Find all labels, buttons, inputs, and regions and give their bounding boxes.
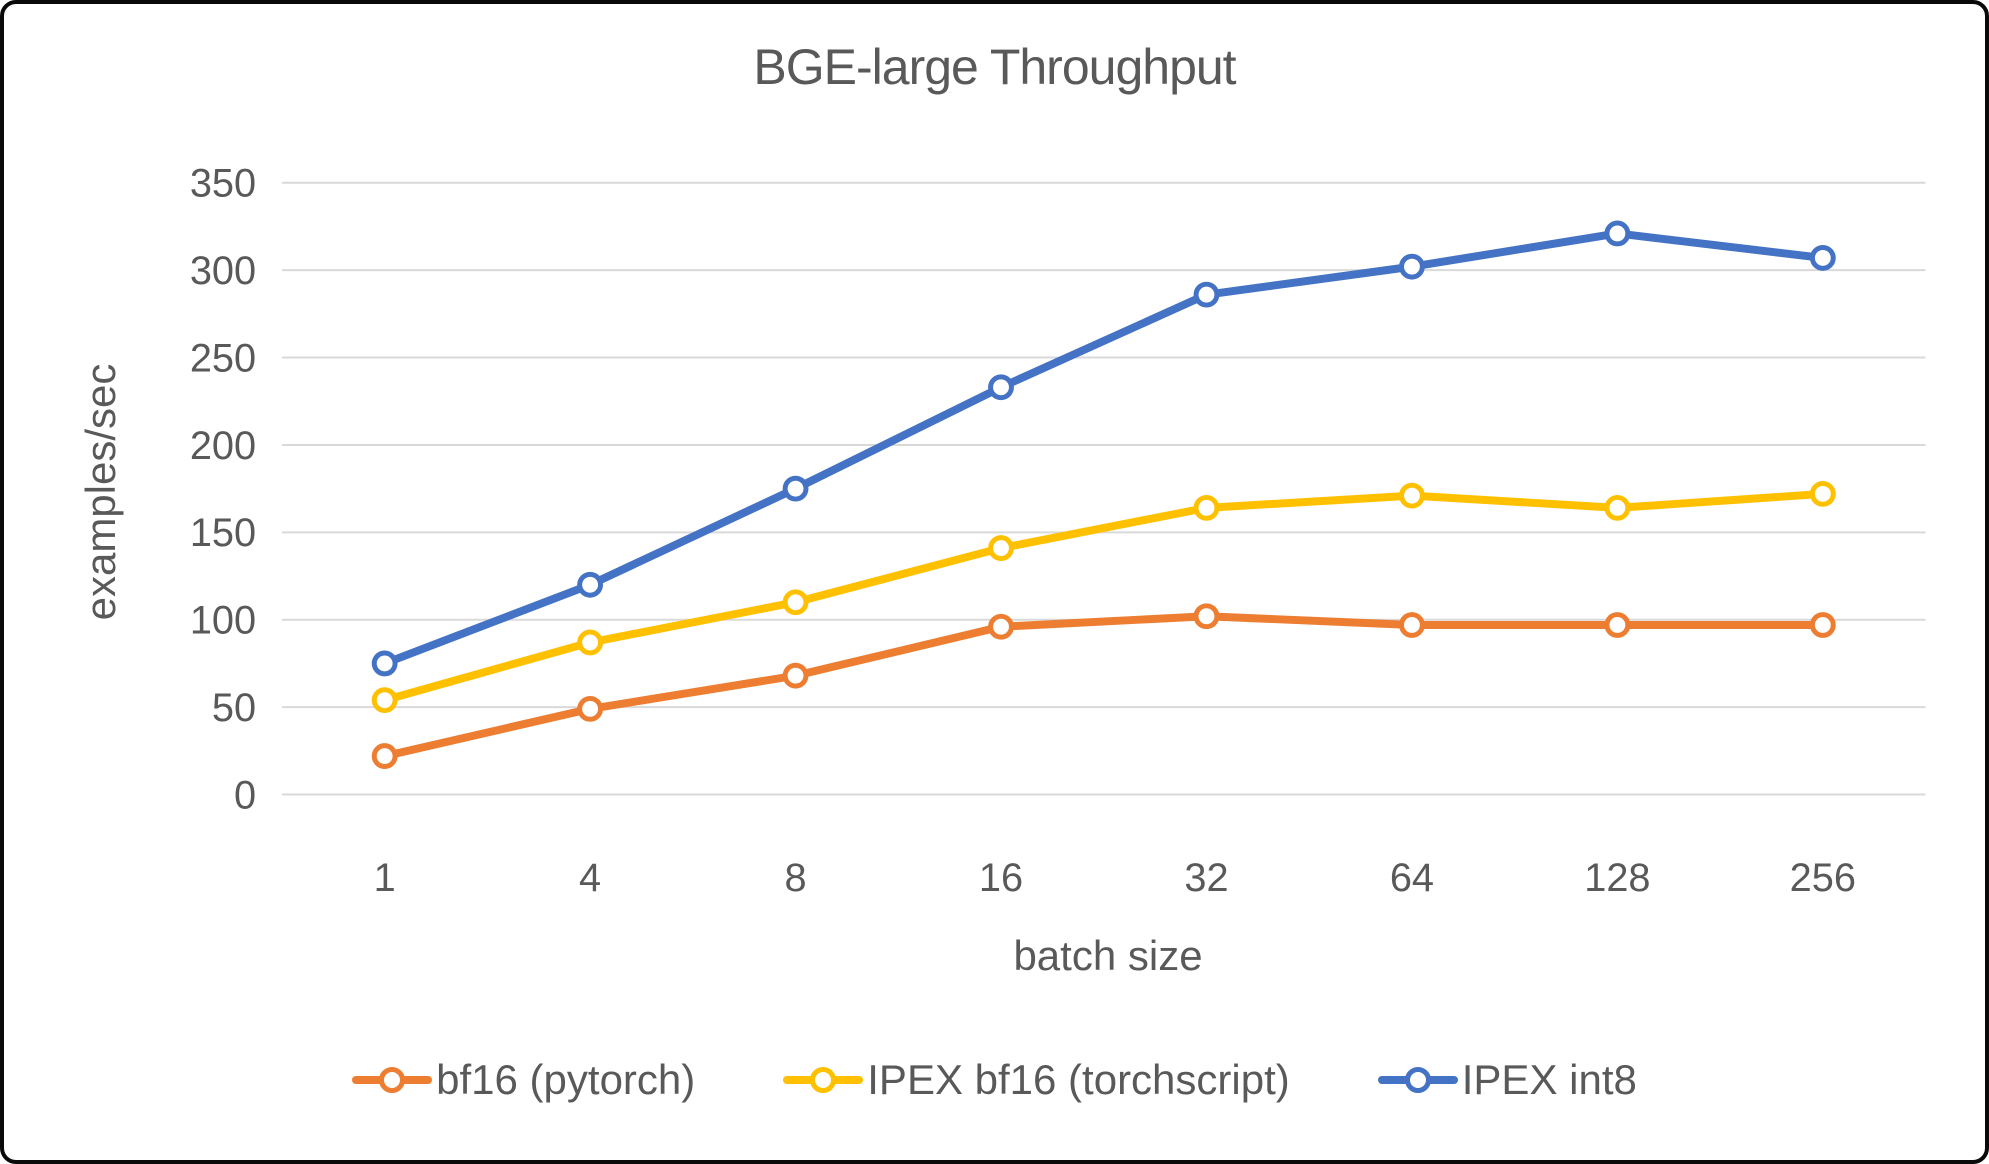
data-point-marker bbox=[371, 743, 398, 769]
legend-label: IPEX int8 bbox=[1461, 1056, 1637, 1103]
x-tick-label: 64 bbox=[1390, 856, 1434, 900]
data-point-marker bbox=[988, 374, 1014, 401]
chart-title: BGE-large Throughput bbox=[753, 39, 1236, 95]
data-point-marker bbox=[782, 475, 809, 502]
x-tick-label: 4 bbox=[579, 856, 601, 900]
data-point-marker bbox=[1399, 612, 1425, 638]
x-tick-label: 256 bbox=[1790, 856, 1856, 900]
legend-circle bbox=[810, 1067, 837, 1093]
legend-circle bbox=[1404, 1067, 1431, 1093]
legend: bf16 (pytorch) IPEX bf16 (torchscript) IPE… bbox=[4, 1056, 1985, 1104]
data-point-marker bbox=[577, 695, 604, 722]
legend-item: IPEX int8 bbox=[1377, 1056, 1637, 1104]
y-tick-label: 50 bbox=[212, 686, 256, 730]
data-point-marker bbox=[1604, 612, 1631, 638]
series-line bbox=[380, 229, 1827, 668]
data-point-marker bbox=[371, 687, 398, 714]
data-point-marker bbox=[988, 535, 1014, 561]
x-axis-title: batch size bbox=[1013, 932, 1203, 979]
legend-item: IPEX bf16 (torchscript) bbox=[783, 1056, 1290, 1104]
data-point-marker bbox=[1809, 245, 1836, 271]
y-tick-label: 0 bbox=[234, 773, 256, 817]
data-point-marker bbox=[1193, 494, 1220, 521]
legend-marker-icon bbox=[1377, 1067, 1458, 1093]
series-line bbox=[380, 612, 1827, 761]
x-tick-label: 128 bbox=[1584, 856, 1650, 900]
x-tick-label: 8 bbox=[785, 856, 807, 900]
data-point-marker bbox=[782, 662, 809, 689]
legend-marker-icon bbox=[352, 1067, 433, 1093]
legend-circle bbox=[379, 1067, 406, 1093]
data-point-marker bbox=[1604, 220, 1631, 247]
data-point-marker bbox=[1193, 281, 1220, 308]
y-tick-label: 150 bbox=[190, 511, 256, 555]
data-point-marker bbox=[1399, 253, 1425, 280]
data-point-marker bbox=[988, 613, 1014, 640]
y-tick-label: 350 bbox=[190, 162, 256, 206]
x-tick-label: 16 bbox=[979, 856, 1023, 900]
y-tick-label: 250 bbox=[190, 336, 256, 380]
data-point-marker bbox=[1604, 494, 1631, 521]
y-tick-label: 300 bbox=[190, 249, 256, 293]
legend-label: bf16 (pytorch) bbox=[436, 1056, 696, 1103]
data-point-marker bbox=[1193, 603, 1220, 630]
x-tick-label: 32 bbox=[1184, 856, 1228, 900]
series-line bbox=[380, 489, 1827, 705]
x-tick-label: 1 bbox=[374, 856, 396, 900]
plot-area: 0 50 100 150 200 250 300 350 1 4 8 16 32 64 128 256 bbox=[190, 162, 1926, 900]
legend-item: bf16 (pytorch) bbox=[352, 1056, 695, 1104]
data-point-marker bbox=[1809, 480, 1836, 507]
data-point-marker bbox=[782, 589, 809, 616]
data-point-marker bbox=[577, 629, 604, 656]
data-point-marker bbox=[371, 650, 398, 677]
data-point-marker bbox=[1809, 612, 1836, 638]
y-tick-label: 200 bbox=[190, 424, 256, 468]
legend-marker-icon bbox=[783, 1067, 864, 1093]
y-tick-label: 100 bbox=[190, 599, 256, 643]
legend-label: IPEX bf16 (torchscript) bbox=[867, 1056, 1290, 1103]
data-point-marker bbox=[1399, 482, 1425, 509]
data-point-marker bbox=[577, 571, 604, 598]
